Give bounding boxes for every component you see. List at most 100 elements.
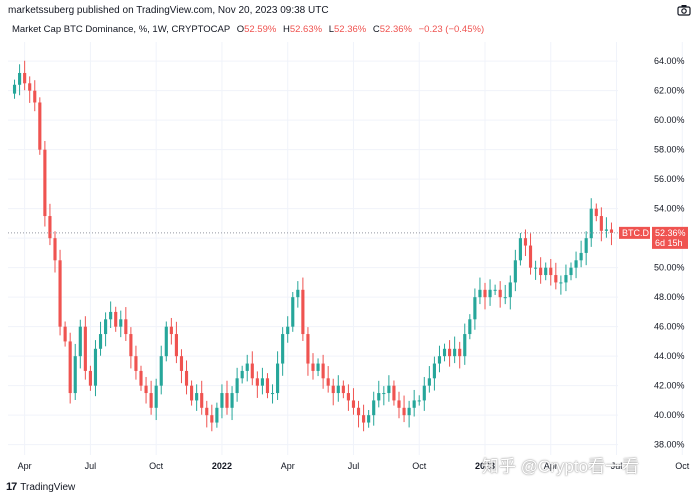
candle-body	[326, 378, 330, 386]
candle-body	[382, 393, 386, 395]
candle	[382, 386, 386, 406]
tradingview-logo[interactable]: 17	[6, 481, 17, 493]
candle-body	[23, 72, 27, 84]
candle-body	[559, 282, 563, 284]
candle-body	[28, 83, 32, 91]
footer[interactable]: 17 TradingView	[6, 481, 75, 493]
candle	[392, 380, 396, 406]
candle	[301, 277, 305, 341]
candle	[372, 391, 376, 426]
candle-body	[518, 238, 522, 261]
candle	[48, 203, 52, 246]
candle-body	[311, 363, 315, 371]
candle	[387, 375, 391, 402]
candle-body	[609, 229, 614, 233]
candle-body	[422, 385, 426, 401]
candle	[255, 371, 259, 398]
price-tag-value-bg	[652, 226, 688, 249]
candle	[453, 336, 457, 364]
y-tick-label: 54.00%	[654, 204, 685, 214]
camera-icon[interactable]	[677, 4, 691, 16]
candle-body	[554, 275, 558, 283]
y-tick-label: 44.00%	[654, 351, 685, 361]
candle-body	[604, 229, 608, 231]
candle-body	[528, 245, 533, 268]
candle-body	[306, 334, 310, 364]
y-tick-label: 58.00%	[654, 145, 685, 155]
candle-body	[144, 385, 148, 394]
candle-body	[43, 149, 47, 217]
candle	[321, 354, 325, 389]
candle	[407, 400, 411, 428]
candle	[604, 217, 608, 238]
candle	[316, 358, 320, 377]
candle	[58, 249, 62, 336]
candle	[270, 384, 275, 404]
x-tick-label: Jul	[611, 461, 623, 471]
candle-body	[331, 385, 335, 394]
candle-body	[503, 297, 507, 299]
y-tick-label: 64.00%	[654, 56, 685, 66]
candle-body	[407, 407, 411, 416]
candle	[579, 240, 583, 268]
symbol-legend: Market Cap BTC Dominance, %, 1W, CRYPTOC…	[12, 24, 484, 35]
candle	[144, 376, 148, 404]
tradingview-brand[interactable]: TradingView	[20, 481, 76, 493]
candle-body	[387, 385, 391, 394]
candle-body	[119, 319, 123, 327]
candle	[184, 360, 189, 395]
candle	[286, 316, 290, 343]
candle	[296, 281, 300, 308]
candle-body	[149, 393, 153, 408]
candle-body	[286, 326, 290, 335]
candle	[169, 317, 173, 345]
x-tick-label: Jul	[348, 461, 360, 471]
candle-body	[164, 326, 168, 357]
candle	[134, 345, 138, 380]
x-tick-label: Apr	[18, 461, 32, 471]
candle-body	[230, 393, 234, 408]
candle-body	[508, 282, 512, 298]
candle-body	[240, 370, 244, 379]
legend-low-value: 52.36%	[334, 24, 367, 35]
candle	[559, 275, 563, 295]
legend-change: −0.23 (−0.45%)	[418, 24, 485, 35]
candle-body	[362, 415, 366, 423]
watermark: 知乎 @Crypto看一看	[482, 457, 640, 476]
price-tag: BTC.D 52.36% 6d 15h	[619, 226, 688, 249]
candle	[154, 378, 158, 421]
candle-body	[372, 400, 376, 416]
candle	[306, 327, 310, 376]
candle-body	[18, 72, 22, 85]
candle	[488, 279, 492, 306]
publisher-line: marketssuberg published on TradingView.c…	[8, 5, 329, 16]
candle-body	[599, 216, 603, 231]
candle	[346, 384, 350, 411]
legend-title: Market Cap BTC Dominance, %, 1W, CRYPTOC…	[12, 24, 231, 35]
candle	[78, 319, 82, 369]
candle	[569, 262, 573, 281]
candle	[402, 395, 406, 423]
candle-body	[210, 415, 214, 423]
candle-body	[513, 260, 517, 283]
candle-body	[276, 363, 280, 394]
candle-body	[392, 385, 396, 401]
y-tick-label: 48.00%	[654, 292, 685, 302]
candle-body	[83, 326, 87, 371]
candle	[397, 391, 401, 419]
candle-body	[336, 385, 340, 394]
candle	[114, 306, 118, 332]
candle	[38, 97, 42, 155]
candle	[220, 384, 224, 419]
candle	[341, 380, 345, 399]
candle	[478, 277, 482, 305]
candle-body	[473, 297, 477, 320]
candle-body	[124, 319, 128, 335]
candle-body	[523, 238, 528, 246]
candle-body	[225, 393, 229, 408]
candle-body	[367, 415, 371, 423]
candle	[326, 366, 330, 393]
candle-body	[179, 356, 184, 371]
candle	[164, 321, 168, 362]
